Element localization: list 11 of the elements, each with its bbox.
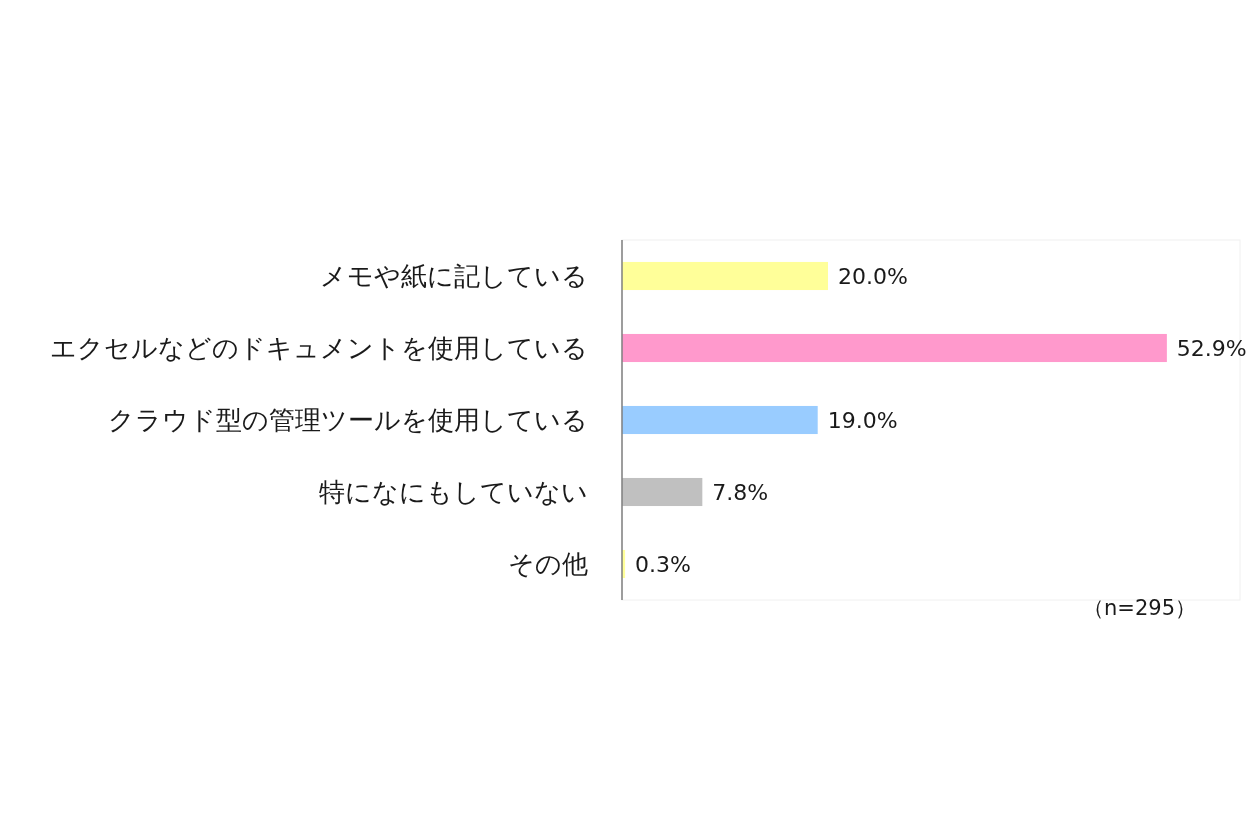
data-label: 19.0% xyxy=(827,407,898,433)
y-tick-label: エクセルなどのドキュメントを使用している xyxy=(50,333,588,363)
annotation: （n=295） xyxy=(1083,596,1196,620)
data-label: 20.0% xyxy=(838,263,908,289)
y-tick-label: 特になにもしていない xyxy=(319,477,588,507)
data-label: 52.9% xyxy=(1176,335,1247,361)
y-tick-label: その他 xyxy=(508,549,588,579)
y-tick-label: メモや紙に記している xyxy=(320,261,588,291)
data-label: 0.3% xyxy=(635,551,691,577)
y-tick-label: クラウド型の管理ツールを使用している xyxy=(108,405,588,435)
data-label: 7.8% xyxy=(712,479,769,505)
